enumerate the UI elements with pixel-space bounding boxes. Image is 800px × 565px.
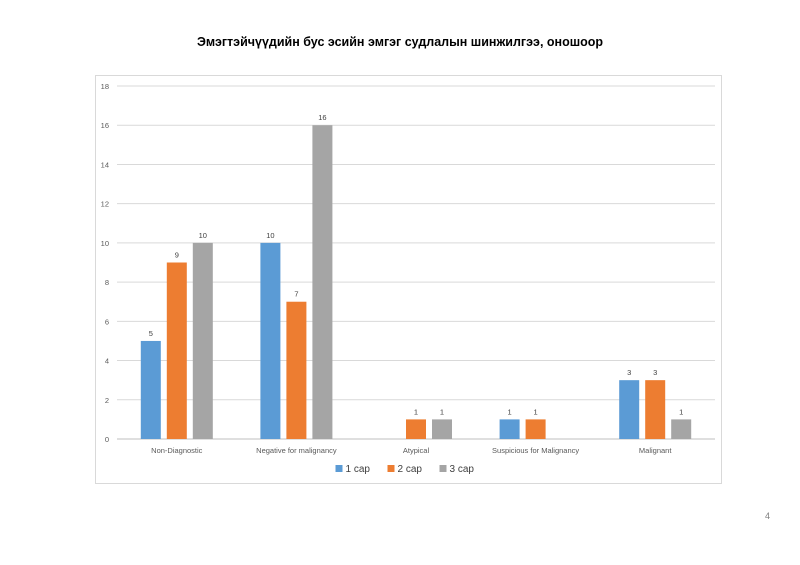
data-label: 3 — [627, 368, 631, 377]
bar-chart: 0 2 4 6 8 10 12 14 16 18 5 9 10 Non-Diagnostic 10 7 16 Ne… — [101, 82, 715, 475]
legend-swatch — [335, 465, 343, 472]
bar — [525, 419, 546, 439]
page-title: Эмэгтэйчүүдийн бус эсийн эмгэг судлалын … — [196, 35, 604, 49]
x-tick-label: Suspicious for Malignancy — [492, 446, 579, 455]
bar — [671, 419, 692, 439]
y-tick-label: 12 — [101, 200, 109, 209]
data-label: 1 — [534, 407, 538, 416]
x-tick-label: Negative for malignancy — [256, 446, 337, 455]
bar — [192, 242, 213, 439]
y-tick-label: 2 — [105, 396, 109, 405]
data-label: 1 — [414, 407, 418, 416]
data-label: 5 — [149, 329, 153, 338]
bar — [499, 419, 520, 439]
data-label: 1 — [440, 407, 444, 416]
data-label: 10 — [266, 231, 274, 240]
x-tick-label: Non-Diagnostic — [151, 446, 203, 455]
y-tick-label: 14 — [101, 160, 109, 169]
bar — [645, 380, 666, 439]
data-label: 7 — [294, 290, 298, 299]
page-number: 4 — [764, 511, 770, 521]
y-tick-label: 4 — [105, 357, 109, 366]
y-tick-label: 10 — [101, 239, 109, 248]
bar — [619, 380, 640, 439]
bar — [140, 340, 161, 439]
data-label: 1 — [679, 407, 683, 416]
bar — [432, 419, 452, 439]
bar — [286, 301, 307, 439]
legend-swatch — [439, 465, 447, 472]
bar — [406, 419, 426, 439]
legend-swatch — [387, 465, 395, 472]
x-tick-label: Malignant — [639, 446, 672, 455]
y-tick-label: 16 — [101, 121, 109, 130]
legend-entry: 2 сар — [398, 464, 423, 475]
data-label: 16 — [318, 113, 326, 122]
x-tick-label: Atypical — [403, 446, 430, 455]
legend-entry: 1 сар — [346, 464, 371, 475]
bar — [260, 242, 281, 439]
y-tick-label: 0 — [105, 435, 109, 444]
y-tick-label: 8 — [105, 278, 109, 287]
bar — [312, 125, 333, 439]
legend-entry: 3 сар — [450, 464, 475, 475]
y-tick-label: 6 — [105, 317, 109, 326]
bar — [166, 262, 187, 439]
data-label: 1 — [508, 407, 512, 416]
data-label: 3 — [653, 368, 657, 377]
data-label: 10 — [199, 231, 207, 240]
y-tick-label: 18 — [101, 82, 109, 91]
data-label: 9 — [175, 251, 179, 260]
chart-frame: 0 2 4 6 8 10 12 14 16 18 5 9 10 Non-Diagnostic 10 7 16 Ne… — [95, 75, 722, 484]
